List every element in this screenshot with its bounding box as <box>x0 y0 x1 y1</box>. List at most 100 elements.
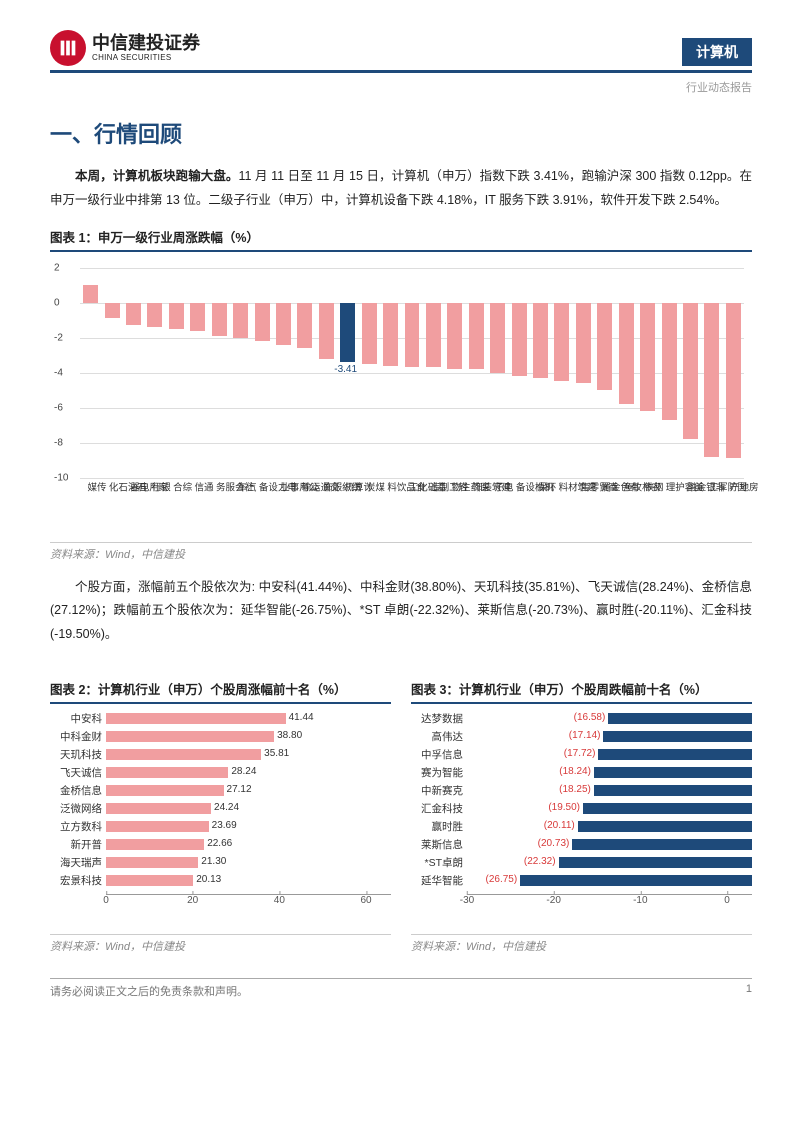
hbar-label: 飞天诚信 <box>50 765 106 780</box>
hbar-bar <box>106 875 193 886</box>
hbar-row: 立方数科23.69 <box>50 818 391 836</box>
hbar-value: 38.80 <box>277 730 302 741</box>
chart1-bar <box>255 303 270 342</box>
hbar-value: 28.24 <box>231 766 256 777</box>
chart1-bar <box>233 303 248 338</box>
hbar-label: 莱斯信息 <box>411 837 467 852</box>
chart1-bar <box>554 303 569 382</box>
hbar-row: 中科金财 38.80 <box>50 728 391 746</box>
chart1-bar <box>662 303 677 420</box>
hbar-label: 达梦数据 <box>411 711 467 726</box>
chart1-bar <box>426 303 441 368</box>
footer-page-number: 1 <box>746 983 752 999</box>
hbar-label: 赛为智能 <box>411 765 467 780</box>
hbar-bar <box>603 731 752 742</box>
chart3-source: 资料来源：Wind，中信建投 <box>411 934 752 954</box>
chart1-ytick: -4 <box>54 367 63 378</box>
chart1-bar <box>276 303 291 345</box>
paragraph-2: 个股方面，涨幅前五个股依次为: 中安科(41.44%)、中科金财(38.80%)… <box>50 576 752 647</box>
hbar-value: 22.66 <box>207 838 232 849</box>
hbar-row: 中孚信息(17.72) <box>411 746 752 764</box>
chart1-bar <box>169 303 184 329</box>
hbar-bar <box>608 713 752 724</box>
chart1-bar <box>212 303 227 336</box>
section-title: 一、行情回顾 <box>50 117 752 149</box>
hbar-value: (18.25) <box>559 784 591 795</box>
chart1-bar <box>640 303 655 412</box>
hbar-label: 立方数科 <box>50 819 106 834</box>
hbar-value: 20.13 <box>196 874 221 885</box>
hbar-row: 中新赛克 (18.25) <box>411 782 752 800</box>
hbar-value: (19.50) <box>548 802 580 813</box>
hbar-value: (17.14) <box>569 730 601 741</box>
hbar-axis: 0204060 <box>106 894 391 910</box>
hbar-bar <box>578 821 752 832</box>
hbar-row: 新开普22.66 <box>50 836 391 854</box>
chart1-title: 图表 1：申万一级行业周涨跌幅（%） <box>50 227 752 252</box>
chart1-xtick: 钢铁 <box>643 482 662 491</box>
chart1-highlight-label: -3.41 <box>334 364 357 375</box>
hbar-value: 24.24 <box>214 802 239 813</box>
hbar-row: 延华智能 (26.75) <box>411 872 752 890</box>
hbar-bar <box>106 839 204 850</box>
chart1-ytick: -8 <box>54 437 63 448</box>
hbar-row: 泛微网络 24.24 <box>50 800 391 818</box>
header-category-badge: 计算机 <box>682 38 752 66</box>
page-footer: 请务必阅读正文之后的免责条款和声明。 1 <box>50 978 752 999</box>
hbar-row: 宏景科技 20.13 <box>50 872 391 890</box>
hbar-row: 达梦数据 (16.58) <box>411 710 752 728</box>
hbar-xtick: 60 <box>360 895 371 906</box>
hbar-bar <box>572 839 752 850</box>
hbar-row: 中安科41.44 <box>50 710 391 728</box>
paragraph-1: 本周，计算机板块跑输大盘。11 月 11 日至 11 月 15 日，计算机（申万… <box>50 165 752 213</box>
chart1-bar <box>512 303 527 377</box>
chart3-title: 图表 3：计算机行业（申万）个股周跌幅前十名（%） <box>411 679 752 704</box>
hbar-label: 中新赛克 <box>411 783 467 798</box>
chart1-ytick: -10 <box>54 472 68 483</box>
chart1-bar <box>340 303 355 363</box>
hbar-label: 中安科 <box>50 711 106 726</box>
chart1-xtick: 环保 <box>536 482 555 491</box>
chart1-bar <box>383 303 398 366</box>
hbar-label: 延华智能 <box>411 873 467 888</box>
hbar-bar <box>106 767 228 778</box>
chart1-bar <box>105 303 120 319</box>
hbar-value: (20.73) <box>538 838 570 849</box>
hbar-label: 中科金财 <box>50 729 106 744</box>
hbar-bar <box>106 785 224 796</box>
chart1-bar <box>597 303 612 391</box>
chart3-hbar-chart: 达梦数据(16.58)高伟达(17.14)中孚信息(17.72)赛为智能(18.… <box>411 710 752 930</box>
chart2-source: 资料来源：Wind，中信建投 <box>50 934 391 954</box>
hbar-row: 莱斯信息 (20.73) <box>411 836 752 854</box>
chart2-hbar-chart: 中安科41.44中科金财 38.80 天玑科技35.81飞天诚信 28.24 金桥信息2… <box>50 710 391 930</box>
brand-logo-icon <box>50 30 86 66</box>
hbar-label: 天玑科技 <box>50 747 106 762</box>
hbar-value: (16.58) <box>574 712 606 723</box>
chart1-bar <box>619 303 634 405</box>
hbar-label: 宏景科技 <box>50 873 106 888</box>
hbar-bar <box>106 731 274 742</box>
hbar-xtick: -20 <box>546 895 560 906</box>
hbar-row: *ST卓朗 (22.32) <box>411 854 752 872</box>
chart1-xtick: 汽车 <box>236 482 255 491</box>
chart1-bar <box>83 285 98 303</box>
hbar-axis: -30-20-100 <box>467 894 752 910</box>
brand-name-cn: 中信建投证券 <box>92 34 200 52</box>
hbar-label: 泛微网络 <box>50 801 106 816</box>
hbar-value: (26.75) <box>485 874 517 885</box>
hbar-row: 天玑科技35.81 <box>50 746 391 764</box>
hbar-row: 金桥信息27.12 <box>50 782 391 800</box>
chart2-title: 图表 2：计算机行业（申万）个股周涨幅前十名（%） <box>50 679 391 704</box>
header-subtitle: 行业动态报告 <box>50 79 752 95</box>
chart1-xtick: 银行 <box>150 482 169 491</box>
chart1-bar <box>362 303 377 364</box>
hbar-value: (22.32) <box>524 856 556 867</box>
hbar-row: 赛为智能(18.24) <box>411 764 752 782</box>
hbar-label: 高伟达 <box>411 729 467 744</box>
hbar-xtick: 20 <box>187 895 198 906</box>
para1-lead: 本周，计算机板块跑输大盘。 <box>75 169 239 183</box>
hbar-bar <box>598 749 752 760</box>
chart1-bar <box>190 303 205 331</box>
hbar-label: *ST卓朗 <box>411 855 467 870</box>
chart1-ytick: -2 <box>54 332 63 343</box>
